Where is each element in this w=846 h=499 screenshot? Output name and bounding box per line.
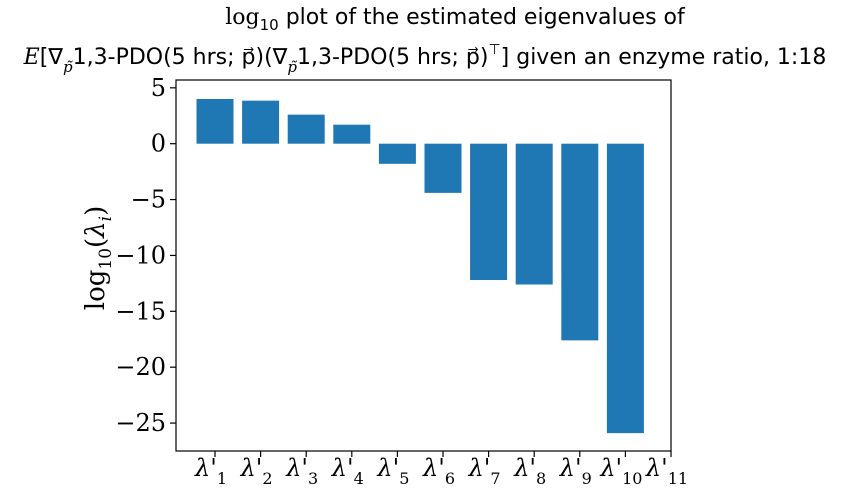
x-tick-label-5: λ'5 [376, 454, 409, 488]
bars-layer [196, 98, 644, 434]
title-pdo-label2: 1,3-PDO [297, 45, 387, 70]
y-tick-label: −20 [115, 353, 166, 381]
bar-5 [378, 143, 416, 164]
y-tick-label: 0 [151, 130, 166, 158]
bar-1 [196, 98, 234, 144]
title-line1-rest: plot of the estimated eigenvalues of [279, 5, 686, 30]
title-open-bracket: [∇ [40, 45, 64, 70]
ylabel-log: log [81, 270, 111, 311]
title-transpose: ⊤ [488, 42, 500, 58]
title-nabla-sub: p̃ [63, 58, 73, 76]
bar-8 [515, 143, 553, 285]
y-ticks-layer: 5 0 −5 −10 −15 −20 −25 [115, 74, 176, 437]
y-tick-label: −10 [115, 241, 166, 269]
title-log-sub: 10 [260, 16, 279, 34]
chart-title-line1: log10 plot of the estimated eigenvalues … [225, 5, 686, 34]
chart-title-line2: E[∇p̃1,3-PDO(5 hrs; p⃗)(∇p̃1,3-PDO(5 hrs… [23, 42, 827, 76]
x-tick-label-7: λ'7 [468, 454, 501, 488]
x-tick-label-4: λ'4 [331, 454, 364, 488]
title-E: E [23, 45, 40, 70]
ylabel-open: ( [81, 238, 111, 248]
x-tick-label-10: λ'10 [599, 454, 642, 488]
bar-3 [287, 114, 325, 144]
plot-frame [175, 79, 672, 452]
title-pdo-label: 1,3-PDO [73, 45, 163, 70]
y-tick-label: 5 [151, 74, 166, 102]
x-tick-label-8: λ'8 [513, 454, 546, 488]
title-args: (5 hrs; p⃗) [163, 45, 264, 70]
title-ratio-text: given an enzyme ratio, 1:18 [509, 45, 826, 70]
x-tick-label-1: λ'1 [194, 454, 227, 488]
y-tick-label: −25 [115, 409, 166, 437]
bar-9 [561, 143, 599, 341]
x-tick-label-6: λ'6 [422, 454, 455, 488]
title-args2: (5 hrs; p⃗) [387, 45, 488, 70]
y-tick-label: −15 [115, 297, 166, 325]
title-close-mid: (∇ [264, 45, 288, 70]
x-tick-label-2: λ'2 [240, 454, 273, 488]
title-log: log [225, 5, 259, 30]
bar-10 [606, 143, 644, 434]
bar-2 [242, 100, 280, 144]
x-tick-label-9: λ'9 [559, 454, 592, 488]
bar-7 [470, 143, 508, 281]
bar-4 [333, 124, 371, 144]
y-tick-label: −5 [131, 186, 166, 214]
bar-6 [424, 143, 462, 193]
y-axis-label: log10(λi) [81, 206, 116, 311]
title-close-bracket: ] [501, 45, 510, 70]
title-nabla-sub2: p̃ [287, 58, 297, 76]
x-ticks-layer: λ'1 λ'2 λ'3 λ'4 λ'5 λ'6 λ'7 λ'8 λ'9 λ'10 λ'11 [194, 451, 688, 488]
ylabel-close: ) [81, 206, 111, 216]
x-tick-label-3: λ'3 [285, 454, 318, 488]
x-tick-label-11: λ'11 [645, 454, 688, 488]
ylabel-lambda: λ [81, 221, 111, 238]
ylabel-i: i [96, 216, 116, 221]
ylabel-sub: 10 [96, 248, 116, 270]
